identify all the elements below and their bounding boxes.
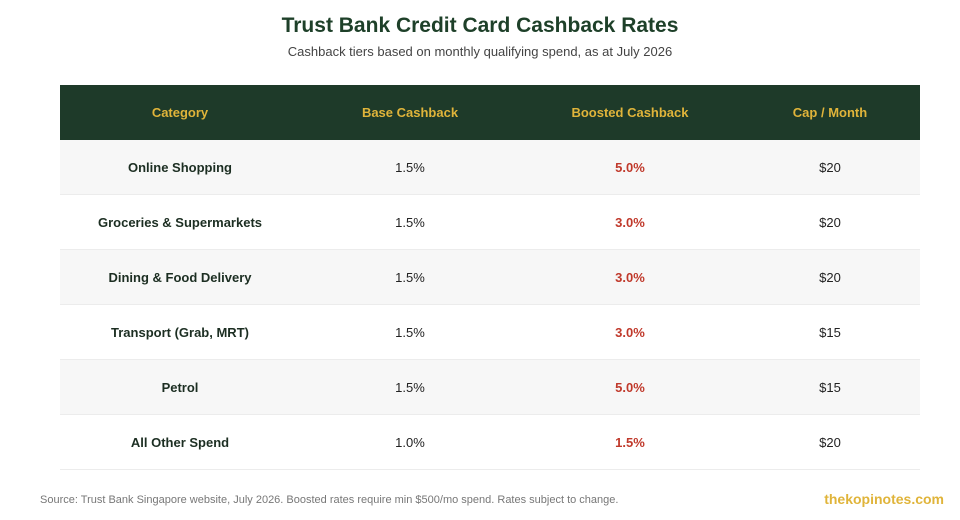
category-cell: Groceries & Supermarkets: [60, 194, 300, 250]
header-cap-month: Cap / Month: [740, 85, 920, 140]
boosted-cashback-cell: 5.0%: [520, 359, 740, 415]
base-cashback-cell: 1.5%: [300, 140, 520, 195]
base-cashback-cell: 1.5%: [300, 194, 520, 250]
boosted-cashback-cell: 3.0%: [520, 249, 740, 305]
boosted-cashback-cell: 3.0%: [520, 304, 740, 360]
boosted-cashback-cell: 5.0%: [520, 140, 740, 195]
cap-cell: $15: [740, 359, 920, 415]
table-row: All Other Spend 1.0% 1.5% $20: [60, 414, 920, 470]
table-row: Dining & Food Delivery 1.5% 3.0% $20: [60, 249, 920, 305]
table-row: Petrol 1.5% 5.0% $15: [60, 359, 920, 415]
cap-cell: $15: [740, 304, 920, 360]
brand-watermark: thekopinotes.com: [824, 491, 944, 507]
cashback-table: Category Base Cashback Boosted Cashback …: [60, 85, 920, 470]
header-base-cashback: Base Cashback: [300, 85, 520, 140]
cap-cell: $20: [740, 140, 920, 195]
table-row: Transport (Grab, MRT) 1.5% 3.0% $15: [60, 304, 920, 360]
page-subtitle: Cashback tiers based on monthly qualifyi…: [287, 44, 673, 59]
cap-cell: $20: [740, 194, 920, 250]
category-cell: Online Shopping: [60, 140, 300, 195]
base-cashback-cell: 1.5%: [300, 304, 520, 360]
category-cell: Dining & Food Delivery: [60, 249, 300, 305]
table-row: Online Shopping 1.5% 5.0% $20: [60, 140, 920, 195]
header-category: Category: [60, 85, 300, 140]
boosted-cashback-cell: 3.0%: [520, 194, 740, 250]
category-cell: Transport (Grab, MRT): [60, 304, 300, 360]
base-cashback-cell: 1.0%: [300, 414, 520, 470]
base-cashback-cell: 1.5%: [300, 359, 520, 415]
category-cell: All Other Spend: [60, 414, 300, 470]
table-header-row: Category Base Cashback Boosted Cashback …: [60, 85, 920, 140]
boosted-cashback-cell: 1.5%: [520, 414, 740, 470]
page-title: Trust Bank Credit Card Cashback Rates: [281, 14, 679, 37]
header-boosted-cashback: Boosted Cashback: [520, 85, 740, 140]
source-note: Source: Trust Bank Singapore website, Ju…: [40, 494, 619, 506]
cap-cell: $20: [740, 414, 920, 470]
cap-cell: $20: [740, 249, 920, 305]
base-cashback-cell: 1.5%: [300, 249, 520, 305]
category-cell: Petrol: [60, 359, 300, 415]
table-row: Groceries & Supermarkets 1.5% 3.0% $20: [60, 194, 920, 250]
